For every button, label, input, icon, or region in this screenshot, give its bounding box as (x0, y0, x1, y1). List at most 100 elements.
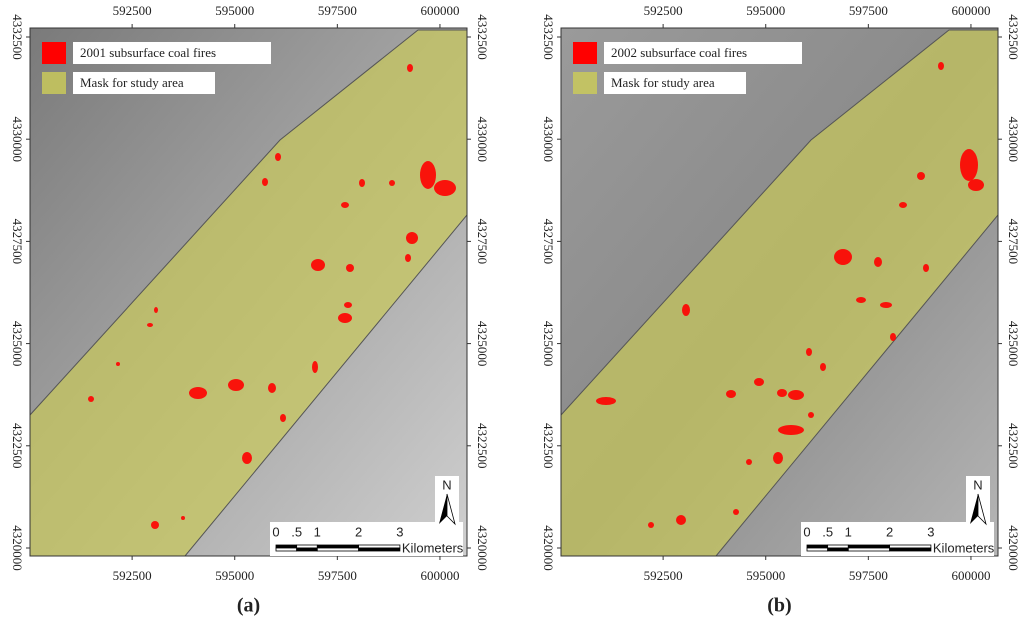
coal-fire (341, 202, 349, 208)
coal-fire (676, 515, 686, 525)
coal-fire (596, 397, 616, 405)
scale-segment (847, 547, 890, 552)
coal-fire (389, 180, 395, 186)
coal-fire (778, 425, 804, 435)
coal-fire (788, 390, 804, 400)
coal-fire (280, 414, 286, 422)
coal-fire (116, 362, 120, 366)
coal-fire (754, 378, 764, 386)
map-panel: 592500 592500 595000 595000 597500 597500 6000… (10, 3, 490, 617)
coal-fire (405, 254, 411, 262)
coal-fire (733, 509, 739, 515)
scale-label: .5 (291, 524, 302, 539)
legend-box (73, 42, 271, 64)
y-tick-label: 4320000 (1006, 525, 1021, 571)
legend-label: Mask for study area (611, 75, 715, 90)
north-label: N (973, 477, 982, 492)
scale-segment (316, 544, 359, 549)
x-tick-label: 595000 (215, 3, 254, 18)
coal-fire (344, 302, 352, 308)
y-tick-label: 4332500 (475, 14, 490, 60)
coal-fire (960, 149, 978, 181)
coal-fire (359, 179, 365, 187)
coal-fire (938, 62, 944, 70)
scale-segment (827, 547, 849, 552)
legend-swatch (573, 72, 597, 94)
legend-swatch (42, 72, 66, 94)
coal-fire (406, 232, 418, 244)
scale-label: 0 (272, 524, 279, 539)
scale-segment (806, 547, 829, 552)
coal-fire (923, 264, 929, 272)
x-tick-label: 595000 (746, 3, 785, 18)
scale-segment (358, 547, 401, 552)
coal-fire (242, 452, 252, 464)
x-tick-label: 592500 (644, 568, 683, 583)
x-tick-label: 592500 (113, 568, 152, 583)
coal-fire (151, 521, 159, 529)
y-tick-label: 4330000 (475, 116, 490, 162)
y-tick-label: 4330000 (1006, 116, 1021, 162)
x-tick-label: 600000 (420, 3, 459, 18)
scale-label: 2 (355, 524, 362, 539)
coal-fire (874, 257, 882, 267)
coal-fire (746, 459, 752, 465)
coal-fire (312, 361, 318, 373)
legend-swatch (42, 42, 66, 64)
coal-fire (777, 389, 787, 397)
y-tick-label: 4320000 (10, 525, 25, 571)
scale-label: 1 (314, 524, 321, 539)
x-tick-label: 597500 (849, 568, 888, 583)
scale-segment (296, 544, 318, 549)
y-tick-label: 4327500 (541, 219, 556, 265)
scale-unit: Kilometers (933, 540, 995, 555)
coal-fire (420, 161, 436, 189)
coal-fire (189, 387, 207, 399)
scale-unit: Kilometers (402, 540, 464, 555)
map-panel: 592500 592500 595000 595000 597500 597500 6000… (541, 3, 1021, 617)
scale-label: 1 (845, 524, 852, 539)
scale-label: 0 (803, 524, 810, 539)
coal-fire (682, 304, 690, 316)
north-arrow (439, 494, 447, 524)
coal-fire (880, 302, 892, 308)
x-tick-label: 600000 (951, 568, 990, 583)
legend-box (604, 72, 746, 94)
y-tick-label: 4327500 (1006, 219, 1021, 265)
coal-fire (346, 264, 354, 272)
coal-fire (917, 172, 925, 180)
scale-segment (316, 547, 359, 552)
coal-fire (268, 383, 276, 393)
coal-fire (434, 180, 456, 196)
scale-label: 3 (396, 524, 403, 539)
scale-segment (296, 547, 318, 552)
legend-label: 2002 subsurface coal fires (611, 45, 747, 60)
north-arrow (446, 493, 456, 526)
scale-label: 2 (886, 524, 893, 539)
y-tick-label: 4322500 (475, 423, 490, 469)
y-tick-label: 4332500 (541, 14, 556, 60)
y-tick-label: 4325000 (10, 321, 25, 367)
coal-fire (228, 379, 244, 391)
x-tick-label: 592500 (113, 3, 152, 18)
scale-segment (889, 547, 932, 552)
y-tick-label: 4325000 (541, 321, 556, 367)
coal-fire (834, 249, 852, 265)
y-tick-label: 4322500 (10, 423, 25, 469)
x-tick-label: 592500 (644, 3, 683, 18)
x-tick-label: 597500 (318, 568, 357, 583)
coal-fire (899, 202, 907, 208)
coal-fire (407, 64, 413, 72)
legend-swatch (573, 42, 597, 64)
y-tick-label: 4320000 (541, 525, 556, 571)
frame (560, 27, 999, 557)
scale-label: .5 (822, 524, 833, 539)
north-arrow (977, 493, 987, 526)
legend-label: Mask for study area (80, 75, 184, 90)
y-tick-label: 4325000 (475, 321, 490, 367)
caption: (a) (237, 595, 260, 617)
coal-fire (808, 412, 814, 418)
coal-fire (773, 452, 783, 464)
y-tick-label: 4332500 (1006, 14, 1021, 60)
